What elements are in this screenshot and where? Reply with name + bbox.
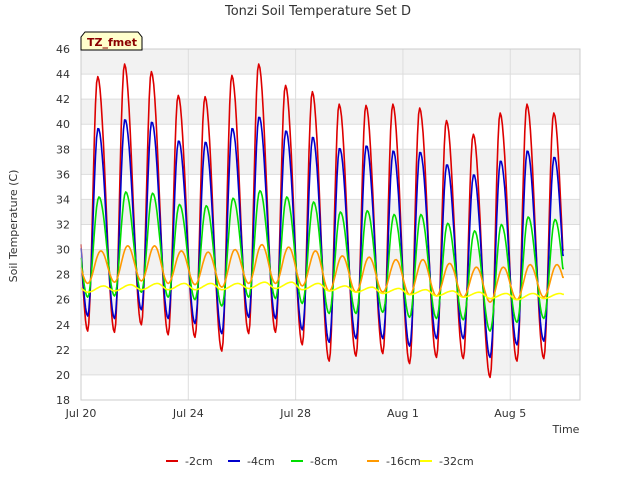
y-tick-label: 20 — [56, 369, 70, 382]
axes — [80, 48, 581, 401]
y-tick-label: 46 — [56, 43, 70, 56]
legend-item: -8cm — [291, 455, 338, 468]
legend-item: -16cm — [367, 455, 421, 468]
y-tick-label: 26 — [56, 294, 70, 307]
legend-label: -32cm — [439, 455, 474, 468]
chart-title: Tonzi Soil Temperature Set D — [224, 4, 411, 19]
y-tick-label: 40 — [56, 118, 70, 131]
y-axis-label: Soil Temperature (C) — [7, 170, 20, 283]
x-tick-label: Aug 1 — [387, 407, 419, 420]
y-tick-label: 44 — [56, 68, 70, 81]
x-tick-label: Jul 24 — [172, 407, 204, 420]
x-tick-label: Jul 28 — [279, 407, 311, 420]
x-tick-label: Jul 20 — [65, 407, 97, 420]
y-tick-label: 32 — [56, 219, 70, 232]
legend-label: -4cm — [247, 455, 275, 468]
plot-band — [81, 49, 580, 75]
legend-item: -32cm — [420, 455, 474, 468]
y-tick-label: 28 — [56, 269, 70, 282]
y-tick-label: 38 — [56, 143, 70, 156]
legend-label: -8cm — [310, 455, 338, 468]
y-tick-label: 24 — [56, 319, 70, 332]
legend-item: -4cm — [228, 455, 275, 468]
series-lines — [80, 63, 564, 379]
legend-item: -2cm — [166, 455, 213, 468]
legend-label: -2cm — [185, 455, 213, 468]
y-tick-label: 22 — [56, 344, 70, 357]
y-tick-label: 18 — [56, 394, 70, 407]
x-axis-label: Time — [552, 423, 580, 436]
annotation-box — [80, 31, 143, 51]
plot-band — [81, 99, 580, 125]
annotation-text: TZ_fmet — [87, 36, 137, 49]
y-tick-label: 34 — [56, 193, 70, 206]
plot-band — [81, 249, 580, 275]
annotation-tag: TZ_fmet — [80, 31, 143, 51]
plot-border — [80, 48, 581, 401]
legend: -2cm -4cm -8cm -16cm -32cm — [166, 455, 474, 468]
y-tick-label: 30 — [56, 244, 70, 257]
legend-label: -16cm — [386, 455, 421, 468]
series-line-minus-32cm — [80, 281, 564, 301]
x-tick-labels: Jul 20 Jul 24 Jul 28 Aug 1 Aug 5 — [65, 407, 527, 420]
y-tick-label: 42 — [56, 93, 70, 106]
y-tick-labels: 18 20 22 24 26 28 30 32 34 36 38 40 42 44 46 — [56, 43, 70, 407]
series-line-minus-16cm — [80, 243, 564, 303]
y-tick-label: 36 — [56, 168, 70, 181]
x-tick-label: Aug 5 — [494, 407, 526, 420]
